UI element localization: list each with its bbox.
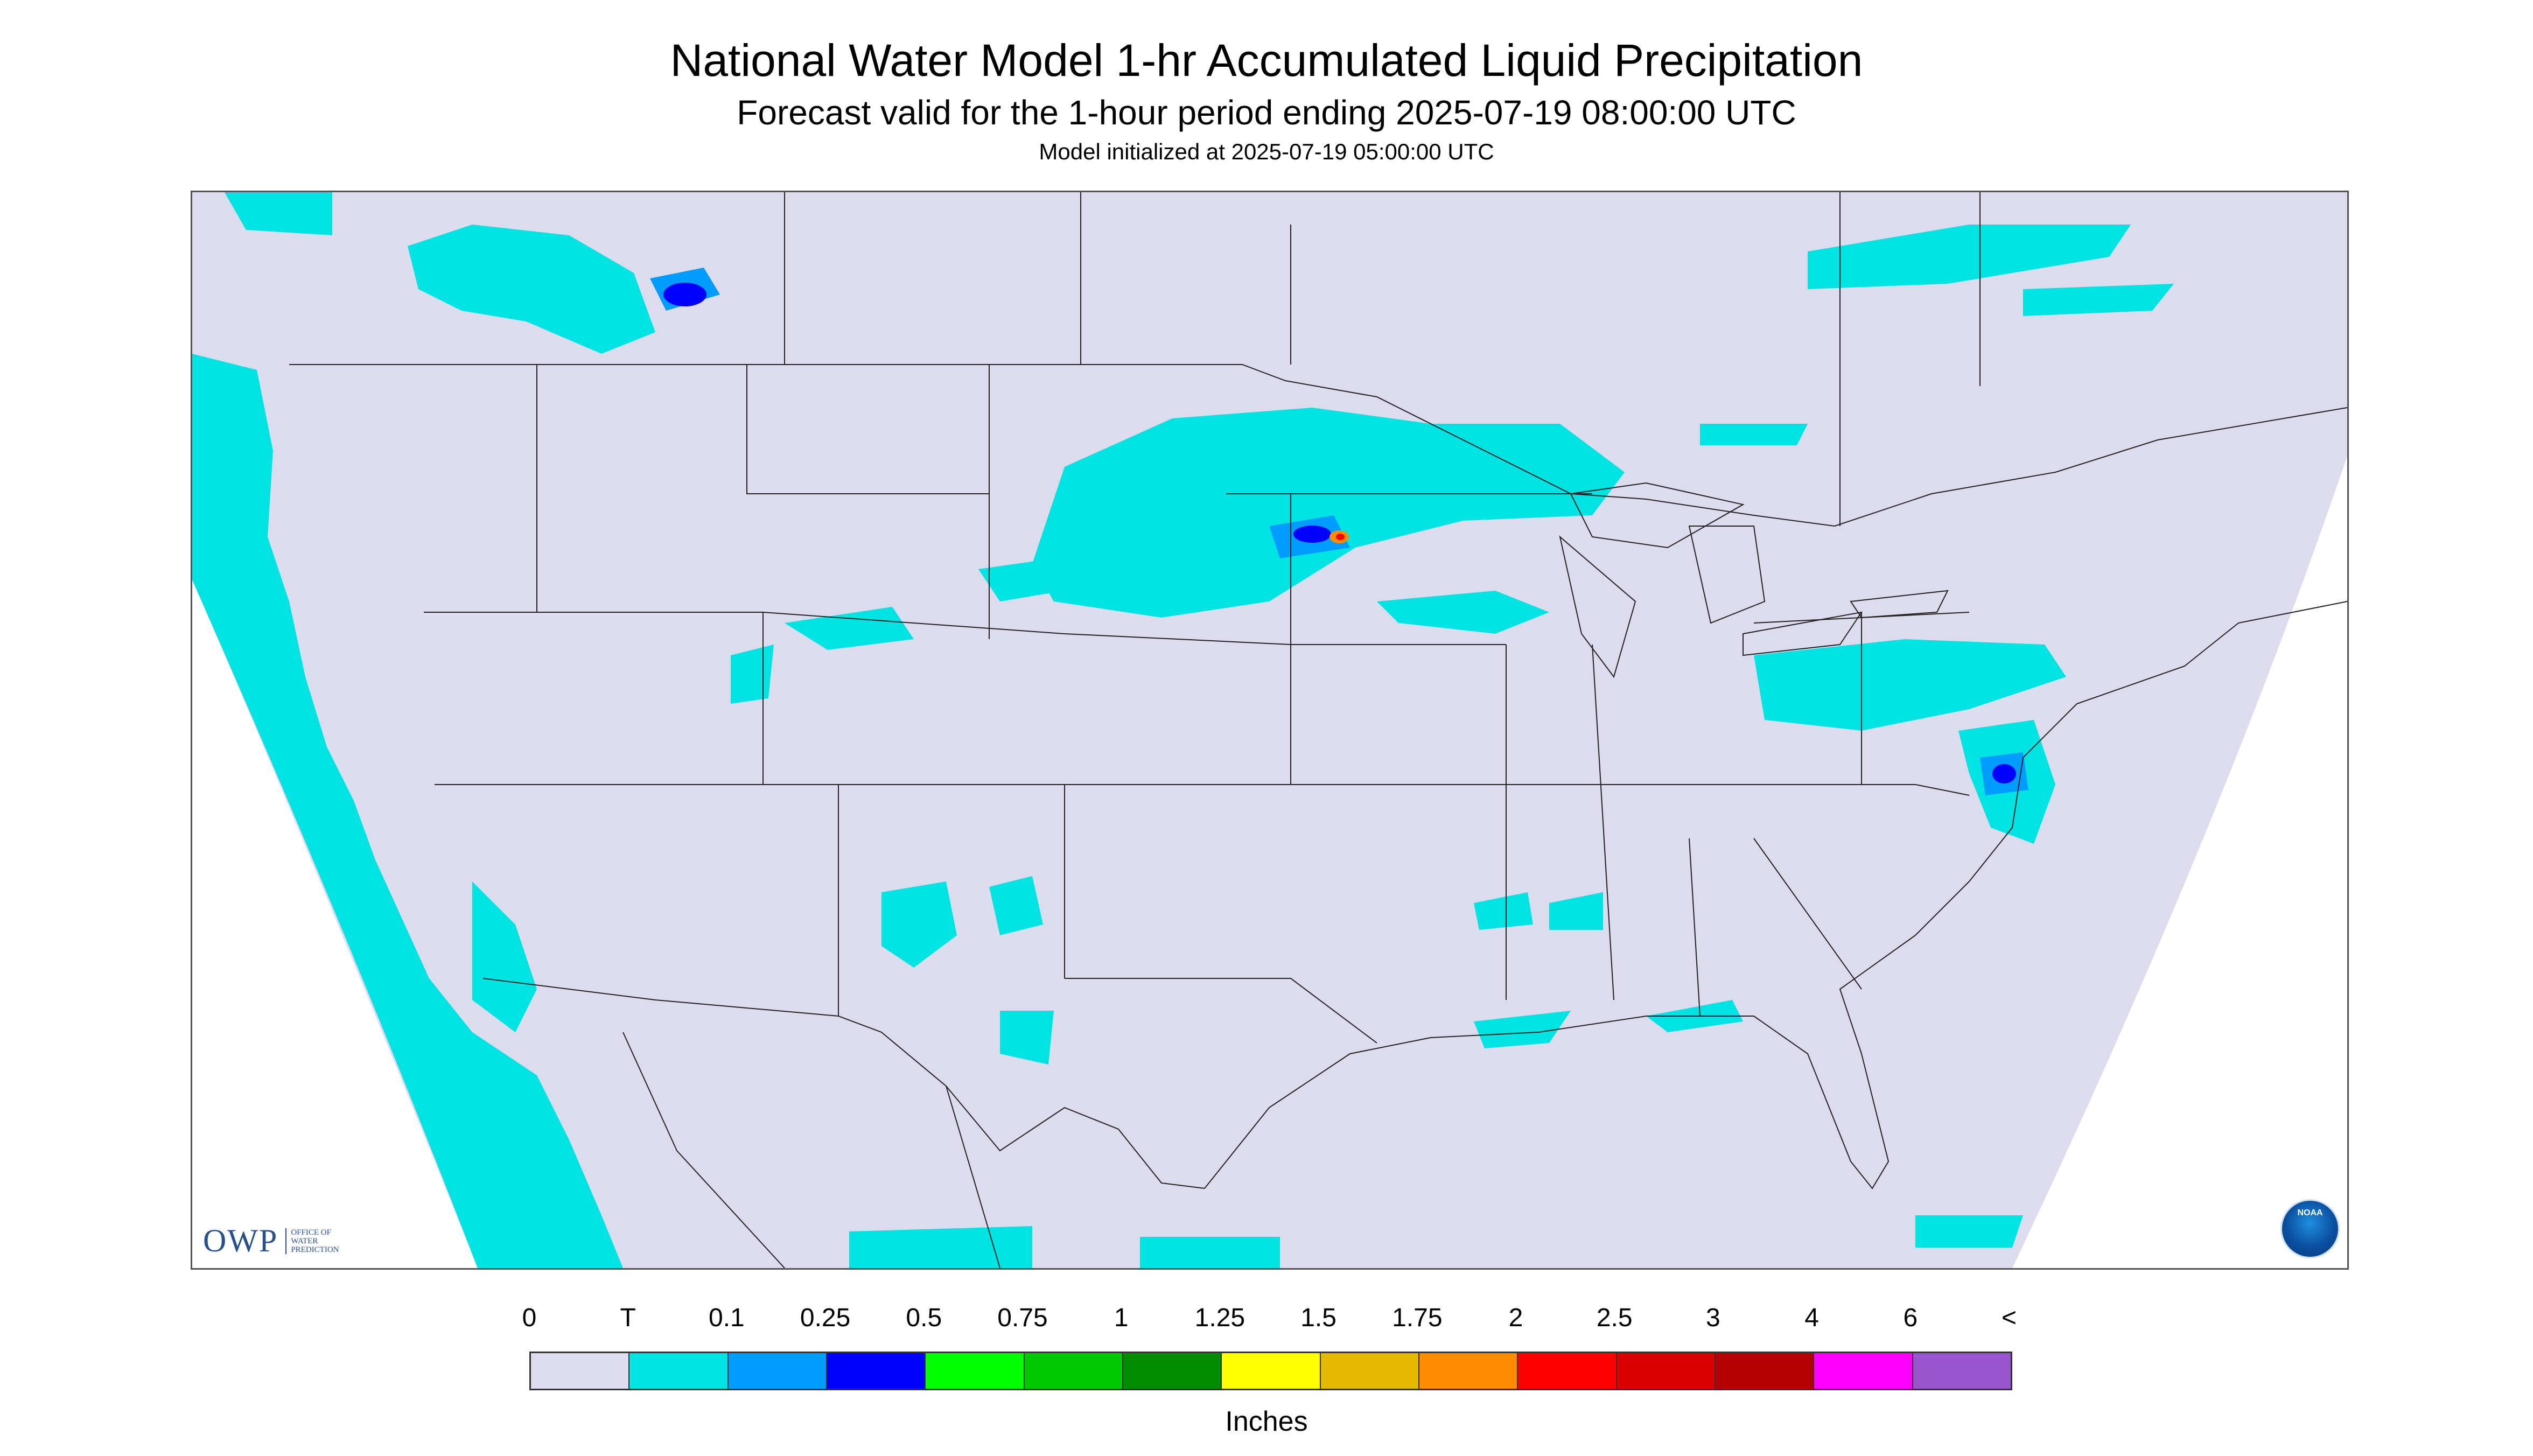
legend-swatch xyxy=(1518,1353,1617,1389)
precip-trace-areas xyxy=(192,192,2174,1268)
legend-swatch xyxy=(1419,1353,1519,1389)
legend-swatch xyxy=(1123,1353,1222,1389)
legend-swatch xyxy=(1913,1353,2011,1389)
color-legend xyxy=(529,1352,2012,1390)
owp-logo: OWP OFFICE OF WATER PREDICTION xyxy=(203,1222,339,1259)
legend-swatch xyxy=(1222,1353,1321,1389)
legend-swatch xyxy=(728,1353,827,1389)
map-canvas xyxy=(192,192,2347,1268)
owp-logo-subtitle: OFFICE OF WATER PREDICTION xyxy=(285,1228,339,1254)
legend-swatch xyxy=(1320,1353,1419,1389)
legend-tick-label: 3 xyxy=(1706,1304,1720,1332)
legend-tick-label: 0.25 xyxy=(800,1304,851,1332)
noaa-logo-text: NOAA xyxy=(2297,1208,2323,1217)
forecast-valid-subtitle: Forecast valid for the 1-hour period end… xyxy=(737,93,1796,132)
legend-swatch xyxy=(531,1353,630,1389)
legend-swatch xyxy=(1814,1353,1913,1389)
precipitation-map: OWP OFFICE OF WATER PREDICTION NOAA xyxy=(191,191,2349,1270)
legend-tick-label: 2 xyxy=(1508,1304,1523,1332)
legend-tick-label: 4 xyxy=(1804,1304,1819,1332)
precip-heavy-areas xyxy=(1330,530,1349,543)
legend-tick-label: 0.75 xyxy=(997,1304,1048,1332)
owp-sub-line: PREDICTION xyxy=(291,1245,339,1254)
legend-tick-label: 1 xyxy=(1114,1304,1129,1332)
owp-logo-text: OWP xyxy=(203,1223,278,1258)
legend-tick-label: < xyxy=(2001,1304,2017,1332)
legend-swatch xyxy=(1715,1353,1815,1389)
political-boundaries xyxy=(289,192,2347,1268)
legend-tick-label: 2.5 xyxy=(1596,1304,1633,1332)
legend-tick-label: 1.75 xyxy=(1392,1304,1443,1332)
legend-swatch xyxy=(1024,1353,1123,1389)
legend-tick-label: T xyxy=(620,1304,636,1332)
legend-swatch xyxy=(926,1353,1025,1389)
precip-moderate-areas xyxy=(663,283,2016,783)
owp-sub-line: OFFICE OF xyxy=(291,1228,331,1237)
owp-sub-line: WATER xyxy=(291,1236,318,1245)
legend-tick-label: 1.25 xyxy=(1194,1304,1245,1332)
legend-swatch xyxy=(1617,1353,1716,1389)
legend-tick-label: 6 xyxy=(1903,1304,1918,1332)
legend-tick-label: 0 xyxy=(522,1304,537,1332)
map-title: National Water Model 1-hr Accumulated Li… xyxy=(670,35,1863,86)
noaa-logo: NOAA xyxy=(2280,1199,2340,1258)
model-initialized-line: Model initialized at 2025-07-19 05:00:00… xyxy=(1039,139,1494,164)
model-domain xyxy=(192,192,2347,1268)
legend-swatch xyxy=(827,1353,926,1389)
legend-tick-label: 0.1 xyxy=(709,1304,745,1332)
legend-swatch xyxy=(629,1353,729,1389)
legend-tick-label: 0.5 xyxy=(906,1304,942,1332)
legend-units: Inches xyxy=(1225,1406,1308,1437)
legend-tick-label: 1.5 xyxy=(1300,1304,1337,1332)
